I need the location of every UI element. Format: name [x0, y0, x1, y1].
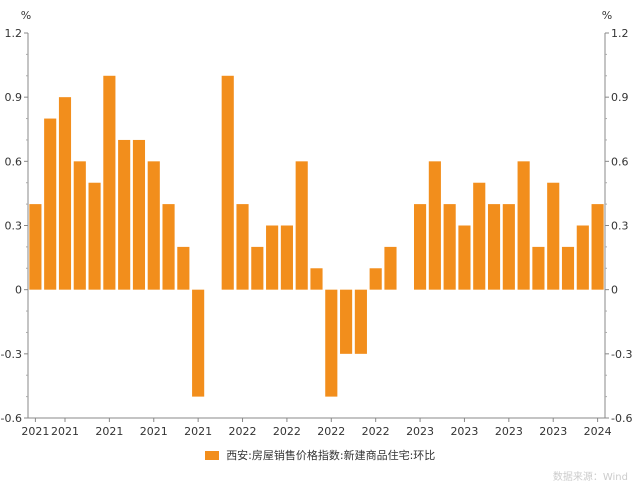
- right-tick-label: 0.3: [611, 220, 629, 233]
- bar: [473, 182, 486, 290]
- x-tick-label: 2021: [21, 425, 49, 438]
- bar: [532, 246, 545, 290]
- bar: [44, 118, 57, 290]
- bar: [103, 75, 116, 290]
- bar: [221, 75, 234, 290]
- bar: [88, 182, 101, 290]
- bar: [487, 204, 501, 290]
- x-tick-label: 2021: [140, 425, 168, 438]
- chart-bars: [29, 75, 604, 397]
- bar: [192, 289, 205, 397]
- bar: [29, 204, 42, 290]
- bar: [517, 161, 530, 290]
- chart-legend: 西安:房屋销售价格指数:新建商品住宅:环比: [0, 447, 640, 463]
- bar: [591, 204, 604, 290]
- bar: [325, 289, 338, 397]
- bar: [384, 246, 397, 290]
- x-tick-label: 2021: [51, 425, 79, 438]
- bar: [58, 97, 72, 290]
- left-tick-label: 1.2: [5, 27, 23, 40]
- bar: [280, 225, 293, 290]
- chart-axes: [24, 32, 609, 422]
- x-tick-label: 2022: [362, 425, 390, 438]
- x-tick-label: 2021: [95, 425, 123, 438]
- left-tick-label: 0.9: [5, 91, 23, 104]
- x-tick-label: 2023: [539, 425, 567, 438]
- bar: [147, 161, 160, 290]
- x-tick-label: 2021: [184, 425, 212, 438]
- bar: [502, 204, 515, 290]
- right-unit-label: %: [602, 9, 612, 22]
- bar: [547, 182, 560, 290]
- bar: [118, 139, 131, 290]
- x-tick-label: 2023: [450, 425, 478, 438]
- bar: [561, 246, 575, 290]
- bar: [310, 268, 323, 290]
- left-unit-label: %: [21, 9, 31, 22]
- right-tick-label: 0: [611, 284, 618, 297]
- left-tick-label: 0: [15, 284, 22, 297]
- bar: [576, 225, 589, 290]
- bar: [236, 204, 249, 290]
- x-tick-label: 2024: [584, 425, 612, 438]
- bar: [251, 246, 264, 290]
- source-note: 数据来源：Wind: [552, 472, 628, 483]
- legend-label: 西安:房屋销售价格指数:新建商品住宅:环比: [226, 449, 436, 462]
- bar: [162, 204, 175, 290]
- left-tick-label: -0.6: [1, 412, 22, 425]
- bar: [266, 225, 279, 290]
- bar: [428, 161, 441, 290]
- bar: [295, 161, 308, 290]
- right-tick-label: 0.6: [611, 155, 629, 168]
- bar: [369, 268, 382, 290]
- left-tick-label: 0.3: [5, 220, 23, 233]
- bar: [340, 289, 353, 354]
- bar: [443, 204, 456, 290]
- left-tick-label: 0.6: [5, 155, 23, 168]
- legend-swatch: [204, 450, 219, 460]
- bar: [413, 204, 427, 290]
- right-tick-label: 1.2: [611, 27, 629, 40]
- x-tick-label: 2022: [273, 425, 301, 438]
- bar: [354, 289, 367, 354]
- right-tick-label: 0.9: [611, 91, 629, 104]
- left-tick-label: -0.3: [1, 348, 22, 361]
- bar: [458, 225, 471, 290]
- x-tick-label: 2023: [495, 425, 523, 438]
- x-tick-label: 2022: [229, 425, 257, 438]
- right-tick-label: -0.6: [611, 412, 632, 425]
- right-tick-label: -0.3: [611, 348, 632, 361]
- x-tick-label: 2023: [406, 425, 434, 438]
- chart-labels: 1.2 1.2 0.9 0.9 0.6 0.6 0.3 0.3 0 0 -0.3 -0.3 -0.6 -0…: [1, 9, 633, 438]
- bar: [132, 139, 146, 290]
- bar: [73, 161, 86, 290]
- bar: [177, 246, 190, 290]
- x-tick-label: 2022: [317, 425, 345, 438]
